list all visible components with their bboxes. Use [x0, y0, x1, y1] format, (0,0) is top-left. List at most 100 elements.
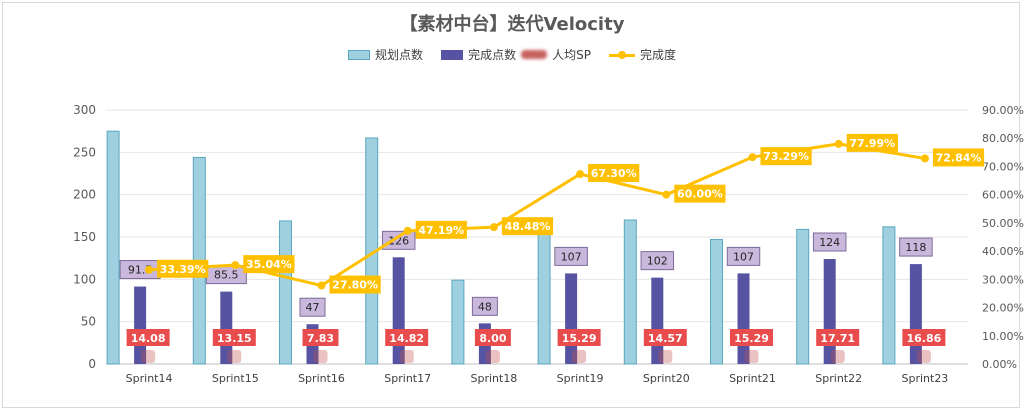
y-left-tick-label: 200	[73, 188, 96, 202]
y-left-tick-label: 250	[73, 145, 96, 159]
bar-planned	[106, 130, 120, 365]
legend-label-avg-sp: 人均SP	[552, 48, 591, 62]
x-tick-label: Sprint16	[298, 372, 345, 385]
y-right-tick-label: 80.00%	[982, 132, 1024, 145]
label-box-avg-sp	[302, 329, 339, 346]
legend-swatch-completion-rate	[608, 50, 635, 60]
label-box-completion-rate	[329, 275, 381, 294]
bar-planned	[796, 228, 810, 365]
label-box-completion-rate	[501, 217, 554, 236]
label-box-completion-rate	[588, 164, 640, 183]
bar-planned	[882, 226, 896, 365]
y-right-tick-label: 30.00%	[982, 273, 1024, 286]
bar-avg-sp	[572, 350, 587, 363]
bar-avg-sp	[227, 350, 242, 363]
x-tick-label: Sprint14	[126, 372, 173, 385]
chart-title: 【素材中台】迭代Velocity	[399, 14, 625, 35]
label-box-completed	[899, 237, 933, 257]
label-box-completion-rate	[846, 133, 898, 152]
x-tick-label: Sprint23	[901, 372, 948, 385]
point-completion-rate	[231, 261, 240, 270]
y-right-tick-label: 40.00%	[982, 245, 1024, 258]
x-tick-label: Sprint20	[643, 372, 690, 385]
point-completion-rate	[317, 281, 326, 290]
label-box-avg-sp	[643, 329, 687, 346]
legend-label-completed: 完成点数	[468, 48, 517, 62]
data-label-avg-sp: 7.83	[307, 332, 334, 345]
data-label-avg-sp: 14.57	[648, 332, 683, 345]
bar-avg-sp	[830, 350, 845, 363]
point-completion-rate	[489, 223, 498, 232]
x-tick-label: Sprint17	[384, 372, 431, 385]
data-label-completed: 85.5	[214, 269, 239, 282]
legend-label-completion-rate: 完成度	[639, 48, 676, 62]
bar-completed	[909, 264, 922, 364]
data-label-completion-rate: 35.04%	[246, 258, 292, 271]
data-label-completed: 118	[905, 241, 926, 254]
data-label-completion-rate: 48.48%	[505, 220, 551, 233]
point-completion-rate	[834, 139, 843, 148]
y-left-tick-label: 150	[73, 230, 96, 244]
bar-completed	[392, 257, 405, 364]
point-completion-rate	[662, 190, 671, 199]
bar-avg-sp	[399, 350, 414, 363]
data-label-avg-sp: 14.08	[131, 332, 166, 345]
y-left-tick-label: 100	[73, 272, 96, 286]
bar-avg-sp	[141, 350, 156, 363]
label-box-avg-sp	[902, 329, 946, 346]
legend-swatch-planned	[348, 49, 371, 60]
x-tick-label: Sprint22	[815, 372, 862, 385]
data-label-avg-sp: 13.15	[217, 332, 252, 345]
label-box-avg-sp	[385, 329, 429, 346]
bar-completed	[823, 259, 836, 364]
label-box-completed	[299, 297, 326, 317]
y-right-tick-label: 90.00%	[982, 104, 1024, 117]
data-label-completion-rate: 72.84%	[936, 151, 982, 164]
point-completion-rate	[145, 265, 154, 274]
y-right-tick-label: 50.00%	[982, 217, 1024, 230]
data-label-avg-sp: 17.71	[820, 332, 855, 345]
label-box-completed	[640, 251, 675, 271]
data-label-completion-rate: 77.99%	[849, 137, 895, 150]
bar-planned	[451, 279, 465, 365]
x-tick-label: Sprint19	[557, 372, 604, 385]
data-label-completed: 47	[306, 301, 320, 314]
label-box-completed	[812, 232, 847, 252]
point-completion-rate	[920, 154, 929, 163]
x-tick-label: Sprint21	[729, 372, 776, 385]
label-box-completion-rate	[932, 148, 985, 167]
legend-swatch-avg-sp	[521, 50, 548, 59]
data-label-completion-rate: 73.29%	[763, 150, 809, 163]
bar-avg-sp	[313, 350, 328, 363]
y-right-tick-label: 60.00%	[982, 189, 1024, 202]
data-label-completed: 91.5	[128, 264, 153, 277]
data-label-completed: 124	[819, 236, 840, 249]
data-label-avg-sp: 15.29	[562, 332, 597, 345]
bar-planned	[623, 219, 637, 365]
data-label-completion-rate: 47.19%	[418, 224, 464, 237]
data-label-avg-sp: 8.00	[479, 332, 506, 345]
chart-legend: 规划点数 完成点数 人均SP 完成度	[0, 46, 1024, 63]
data-label-completed: 107	[733, 250, 754, 263]
point-completion-rate	[748, 153, 757, 162]
label-box-avg-sp	[816, 329, 860, 346]
legend-item-completed: 完成点数 人均SP	[441, 46, 591, 63]
label-box-completion-rate	[415, 220, 467, 239]
data-label-completion-rate: 27.80%	[332, 279, 378, 292]
data-label-avg-sp: 15.29	[734, 332, 769, 345]
y-left-tick-label: 300	[73, 103, 96, 117]
y-right-tick-label: 70.00%	[982, 160, 1024, 173]
label-box-avg-sp	[730, 329, 773, 346]
y-left-tick-label: 0	[88, 357, 96, 371]
x-tick-label: Sprint15	[212, 372, 259, 385]
bar-avg-sp	[485, 350, 500, 363]
bar-avg-sp	[744, 350, 759, 363]
label-box-avg-sp	[126, 329, 170, 346]
data-label-completed: 126	[388, 234, 409, 247]
label-box-completed	[381, 230, 416, 250]
label-box-completion-rate	[157, 259, 209, 278]
data-label-completion-rate: 33.39%	[160, 263, 206, 276]
x-tick-label: Sprint18	[470, 372, 517, 385]
label-box-completed	[471, 296, 498, 316]
